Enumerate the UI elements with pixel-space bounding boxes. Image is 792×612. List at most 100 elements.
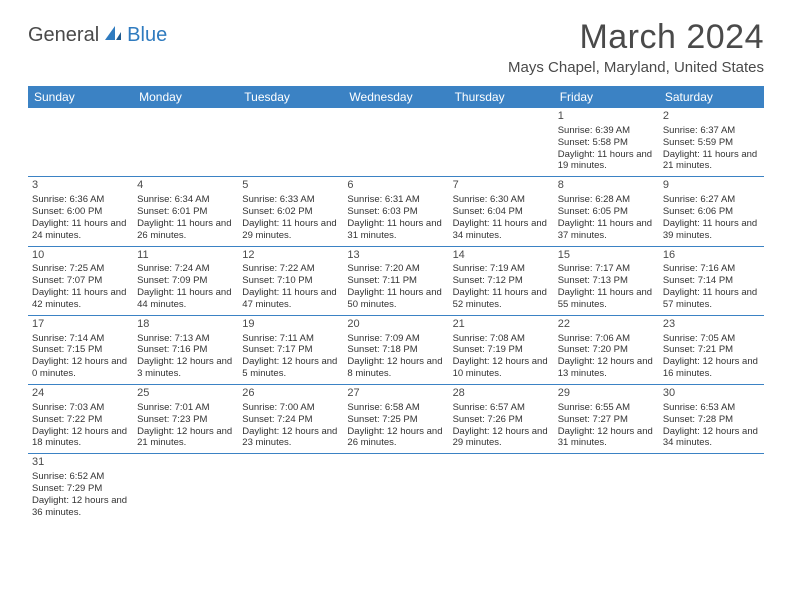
day-number: 31	[32, 456, 129, 470]
sunrise-text: Sunrise: 7:17 AM	[558, 263, 655, 275]
sunrise-text: Sunrise: 6:53 AM	[663, 402, 760, 414]
sunset-text: Sunset: 7:14 PM	[663, 275, 760, 287]
weekday-header: Monday	[133, 86, 238, 108]
sunset-text: Sunset: 7:25 PM	[347, 414, 444, 426]
day-number: 11	[137, 249, 234, 263]
sunset-text: Sunset: 7:18 PM	[347, 344, 444, 356]
weeks-container: 1Sunrise: 6:39 AMSunset: 5:58 PMDaylight…	[28, 108, 764, 523]
daylight-text: Daylight: 11 hours and 44 minutes.	[137, 287, 234, 311]
day-cell	[343, 108, 448, 176]
sunrise-text: Sunrise: 7:16 AM	[663, 263, 760, 275]
daylight-text: Daylight: 11 hours and 50 minutes.	[347, 287, 444, 311]
sunset-text: Sunset: 7:29 PM	[32, 483, 129, 495]
sunset-text: Sunset: 7:11 PM	[347, 275, 444, 287]
sunset-text: Sunset: 6:06 PM	[663, 206, 760, 218]
sunset-text: Sunset: 6:00 PM	[32, 206, 129, 218]
day-cell: 31Sunrise: 6:52 AMSunset: 7:29 PMDayligh…	[28, 454, 133, 522]
month-title: March 2024	[508, 18, 764, 57]
day-number: 3	[32, 179, 129, 193]
daylight-text: Daylight: 12 hours and 21 minutes.	[137, 426, 234, 450]
daylight-text: Daylight: 11 hours and 39 minutes.	[663, 218, 760, 242]
sunset-text: Sunset: 7:19 PM	[453, 344, 550, 356]
sunset-text: Sunset: 7:28 PM	[663, 414, 760, 426]
sunset-text: Sunset: 7:17 PM	[242, 344, 339, 356]
day-number: 16	[663, 249, 760, 263]
daylight-text: Daylight: 11 hours and 55 minutes.	[558, 287, 655, 311]
weekday-header: Sunday	[28, 86, 133, 108]
sunset-text: Sunset: 7:07 PM	[32, 275, 129, 287]
sunrise-text: Sunrise: 7:00 AM	[242, 402, 339, 414]
day-number: 30	[663, 387, 760, 401]
day-number: 24	[32, 387, 129, 401]
weekday-header: Wednesday	[343, 86, 448, 108]
day-number: 5	[242, 179, 339, 193]
sunrise-text: Sunrise: 6:28 AM	[558, 194, 655, 206]
day-number: 7	[453, 179, 550, 193]
day-cell: 20Sunrise: 7:09 AMSunset: 7:18 PMDayligh…	[343, 316, 448, 384]
weekday-header-row: Sunday Monday Tuesday Wednesday Thursday…	[28, 86, 764, 108]
sunrise-text: Sunrise: 7:06 AM	[558, 333, 655, 345]
sunset-text: Sunset: 6:01 PM	[137, 206, 234, 218]
day-cell: 12Sunrise: 7:22 AMSunset: 7:10 PMDayligh…	[238, 247, 343, 315]
daylight-text: Daylight: 11 hours and 26 minutes.	[137, 218, 234, 242]
weekday-header: Friday	[554, 86, 659, 108]
sunrise-text: Sunrise: 7:14 AM	[32, 333, 129, 345]
sunrise-text: Sunrise: 6:55 AM	[558, 402, 655, 414]
sunrise-text: Sunrise: 6:52 AM	[32, 471, 129, 483]
daylight-text: Daylight: 12 hours and 36 minutes.	[32, 495, 129, 519]
day-number: 4	[137, 179, 234, 193]
day-cell: 1Sunrise: 6:39 AMSunset: 5:58 PMDaylight…	[554, 108, 659, 176]
day-cell: 17Sunrise: 7:14 AMSunset: 7:15 PMDayligh…	[28, 316, 133, 384]
day-number: 25	[137, 387, 234, 401]
day-cell: 6Sunrise: 6:31 AMSunset: 6:03 PMDaylight…	[343, 177, 448, 245]
day-cell: 22Sunrise: 7:06 AMSunset: 7:20 PMDayligh…	[554, 316, 659, 384]
title-block: March 2024 Mays Chapel, Maryland, United…	[508, 18, 764, 76]
day-cell: 2Sunrise: 6:37 AMSunset: 5:59 PMDaylight…	[659, 108, 764, 176]
logo: General Blue	[28, 24, 167, 47]
day-cell: 24Sunrise: 7:03 AMSunset: 7:22 PMDayligh…	[28, 385, 133, 453]
sunset-text: Sunset: 6:04 PM	[453, 206, 550, 218]
day-number: 15	[558, 249, 655, 263]
day-cell: 7Sunrise: 6:30 AMSunset: 6:04 PMDaylight…	[449, 177, 554, 245]
daylight-text: Daylight: 11 hours and 47 minutes.	[242, 287, 339, 311]
sunrise-text: Sunrise: 7:19 AM	[453, 263, 550, 275]
day-cell: 18Sunrise: 7:13 AMSunset: 7:16 PMDayligh…	[133, 316, 238, 384]
sunrise-text: Sunrise: 7:25 AM	[32, 263, 129, 275]
daylight-text: Daylight: 11 hours and 57 minutes.	[663, 287, 760, 311]
day-number: 28	[453, 387, 550, 401]
sunset-text: Sunset: 6:03 PM	[347, 206, 444, 218]
day-number: 27	[347, 387, 444, 401]
daylight-text: Daylight: 11 hours and 19 minutes.	[558, 149, 655, 173]
daylight-text: Daylight: 11 hours and 21 minutes.	[663, 149, 760, 173]
day-number: 6	[347, 179, 444, 193]
sunset-text: Sunset: 6:05 PM	[558, 206, 655, 218]
sunrise-text: Sunrise: 7:05 AM	[663, 333, 760, 345]
sunrise-text: Sunrise: 7:24 AM	[137, 263, 234, 275]
day-number: 1	[558, 110, 655, 124]
sunset-text: Sunset: 7:13 PM	[558, 275, 655, 287]
daylight-text: Daylight: 12 hours and 18 minutes.	[32, 426, 129, 450]
sunrise-text: Sunrise: 6:33 AM	[242, 194, 339, 206]
sunrise-text: Sunrise: 6:39 AM	[558, 125, 655, 137]
day-cell	[238, 108, 343, 176]
sunrise-text: Sunrise: 6:34 AM	[137, 194, 234, 206]
daylight-text: Daylight: 12 hours and 16 minutes.	[663, 356, 760, 380]
week-row: 24Sunrise: 7:03 AMSunset: 7:22 PMDayligh…	[28, 385, 764, 454]
sunset-text: Sunset: 6:02 PM	[242, 206, 339, 218]
sunset-text: Sunset: 5:59 PM	[663, 137, 760, 149]
day-number: 26	[242, 387, 339, 401]
day-cell	[449, 108, 554, 176]
sunrise-text: Sunrise: 6:30 AM	[453, 194, 550, 206]
weekday-header: Thursday	[449, 86, 554, 108]
sunrise-text: Sunrise: 7:20 AM	[347, 263, 444, 275]
day-cell: 4Sunrise: 6:34 AMSunset: 6:01 PMDaylight…	[133, 177, 238, 245]
sail-icon	[103, 24, 123, 47]
daylight-text: Daylight: 11 hours and 24 minutes.	[32, 218, 129, 242]
daylight-text: Daylight: 12 hours and 3 minutes.	[137, 356, 234, 380]
day-cell: 11Sunrise: 7:24 AMSunset: 7:09 PMDayligh…	[133, 247, 238, 315]
sunset-text: Sunset: 7:09 PM	[137, 275, 234, 287]
day-number: 18	[137, 318, 234, 332]
sunrise-text: Sunrise: 7:11 AM	[242, 333, 339, 345]
day-cell: 28Sunrise: 6:57 AMSunset: 7:26 PMDayligh…	[449, 385, 554, 453]
sunset-text: Sunset: 7:26 PM	[453, 414, 550, 426]
